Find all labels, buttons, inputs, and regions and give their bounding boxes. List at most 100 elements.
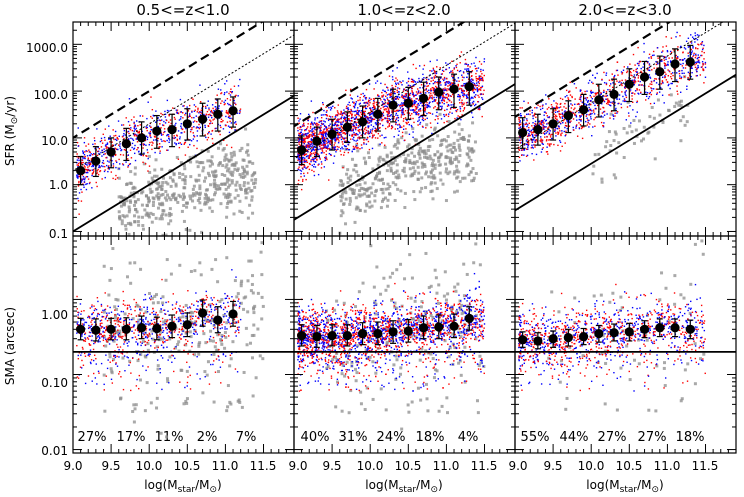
gray-point xyxy=(112,333,116,337)
blue-point xyxy=(320,152,323,154)
red-point xyxy=(377,137,379,139)
blue-point xyxy=(128,98,131,100)
gray-point xyxy=(452,145,456,149)
red-point xyxy=(366,105,369,108)
blue-point xyxy=(90,325,92,327)
red-point xyxy=(304,161,306,163)
gray-point xyxy=(136,359,140,363)
red-point xyxy=(429,122,432,124)
red-point xyxy=(137,329,139,332)
red-point xyxy=(431,86,434,89)
red-point xyxy=(311,147,313,149)
red-point xyxy=(436,86,438,89)
blue-point xyxy=(117,120,120,122)
red-point xyxy=(205,306,208,308)
red-point xyxy=(208,109,210,111)
gray-point xyxy=(240,279,244,283)
red-point xyxy=(159,324,162,326)
gray-point xyxy=(147,199,151,203)
blue-point xyxy=(180,123,183,125)
red-point xyxy=(345,107,348,109)
red-point xyxy=(404,117,407,119)
gray-point xyxy=(108,318,112,322)
red-point xyxy=(94,308,97,310)
gray-point xyxy=(224,335,228,339)
gray-point xyxy=(151,179,155,183)
gray-point xyxy=(404,131,408,135)
blue-point xyxy=(379,143,381,145)
red-point xyxy=(165,119,168,122)
blue-point xyxy=(386,105,388,108)
blue-point xyxy=(139,143,142,146)
blue-point xyxy=(119,318,122,320)
gray-point xyxy=(189,160,193,164)
blue-point xyxy=(395,114,397,116)
blue-point xyxy=(228,131,231,134)
gray-point xyxy=(242,370,246,374)
blue-point xyxy=(96,383,98,385)
gray-point xyxy=(223,158,227,162)
gray-point xyxy=(127,205,131,209)
red-point xyxy=(137,147,139,149)
blue-point xyxy=(333,124,335,127)
red-point xyxy=(100,146,103,148)
blue-point xyxy=(134,124,136,126)
red-point xyxy=(478,108,481,111)
blue-point xyxy=(192,138,195,140)
blue-point xyxy=(83,141,86,144)
blue-point xyxy=(85,188,88,191)
blue-point xyxy=(239,109,241,112)
gray-point xyxy=(365,202,369,206)
blue-point xyxy=(347,107,349,109)
blue-point xyxy=(236,371,239,373)
blue-point xyxy=(145,135,148,137)
gray-point xyxy=(426,148,430,152)
blue-point xyxy=(329,123,331,125)
red-point xyxy=(83,340,86,342)
blue-point xyxy=(238,112,241,115)
blue-point xyxy=(302,161,304,163)
blue-point xyxy=(188,366,191,368)
red-point xyxy=(481,86,483,88)
gray-point xyxy=(129,191,133,195)
blue-point xyxy=(414,99,416,102)
red-point xyxy=(215,342,217,344)
red-point xyxy=(388,112,390,115)
gray-point xyxy=(208,339,212,343)
blue-point xyxy=(172,355,174,357)
blue-point xyxy=(84,162,86,165)
gray-point xyxy=(365,204,369,208)
red-point xyxy=(220,121,222,123)
blue-point xyxy=(337,141,340,144)
blue-point xyxy=(318,121,320,123)
gray-point xyxy=(229,200,233,204)
blue-point xyxy=(193,333,196,335)
red-point xyxy=(335,114,337,116)
blue-point xyxy=(83,186,85,188)
blue-point xyxy=(227,125,230,127)
gray-point xyxy=(244,127,248,131)
red-point xyxy=(365,88,368,91)
blue-point xyxy=(203,303,206,305)
dotted-line xyxy=(73,34,294,172)
blue-point xyxy=(157,125,160,128)
red-point xyxy=(234,95,236,97)
gray-point xyxy=(455,168,459,172)
blue-point xyxy=(84,333,86,336)
red-point xyxy=(124,304,126,307)
blue-point xyxy=(88,335,90,337)
blue-point xyxy=(222,302,225,304)
red-point xyxy=(159,119,162,122)
red-point xyxy=(317,154,320,156)
blue-point xyxy=(179,98,182,101)
red-point xyxy=(238,331,240,334)
gray-point xyxy=(412,172,416,176)
red-point xyxy=(194,324,197,327)
blue-point xyxy=(193,126,195,128)
red-point xyxy=(157,346,159,349)
blue-point xyxy=(134,125,137,127)
blue-point xyxy=(208,338,211,340)
red-point xyxy=(349,104,351,107)
blue-point xyxy=(467,64,470,66)
red-point xyxy=(323,145,325,147)
